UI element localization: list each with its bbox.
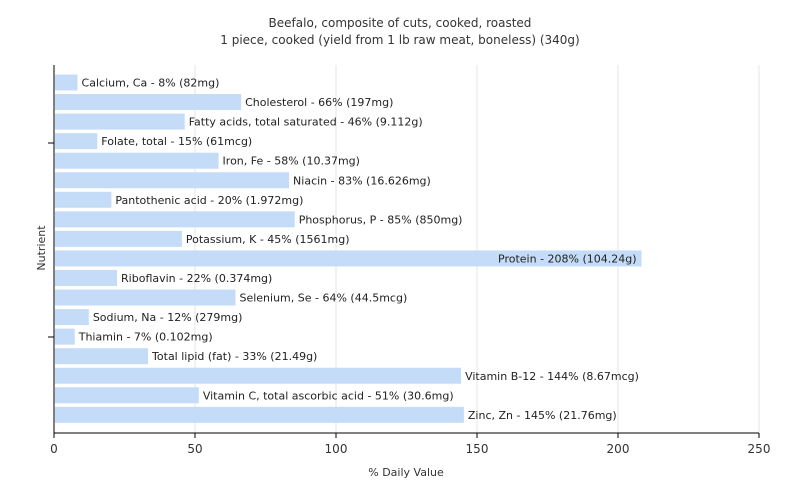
bar-label: Riboflavin - 22% (0.374mg) [121, 272, 272, 285]
x-tick-label: 200 [607, 442, 630, 456]
bar [55, 191, 112, 208]
bar-label: Selenium, Se - 64% (44.5mcg) [239, 292, 407, 305]
bar-label: Pantothenic acid - 20% (1.972mg) [115, 194, 303, 207]
bar [55, 328, 75, 345]
x-axis-label: % Daily Value [368, 466, 444, 479]
bar [55, 152, 219, 169]
bar [55, 348, 149, 365]
y-axis-label: Nutrient [35, 225, 48, 271]
bar-label: Vitamin C, total ascorbic acid - 51% (30… [203, 389, 454, 402]
bar-label: Sodium, Na - 12% (279mg) [93, 311, 243, 324]
bar-label: Thiamin - 7% (0.102mg) [78, 331, 213, 344]
axes: 0 50 100 150 200 250 [48, 65, 770, 456]
bars [55, 74, 642, 423]
x-tick-label: 50 [187, 442, 202, 456]
bar [55, 250, 642, 267]
bar [55, 133, 98, 150]
bar [55, 270, 118, 286]
bar-label: Phosphorus, P - 85% (850mg) [299, 213, 463, 226]
bar [55, 211, 295, 228]
bar-label: Cholesterol - 66% (197mg) [245, 96, 393, 109]
bar-label: Iron, Fe - 58% (10.37mg) [223, 155, 360, 168]
bar [55, 367, 462, 384]
bar [55, 309, 89, 326]
x-tick-label: 250 [748, 442, 771, 456]
bar-label: Fatty acids, total saturated - 46% (9.11… [189, 116, 423, 129]
x-tick-label: 150 [466, 442, 489, 456]
x-tick-label: 0 [50, 442, 58, 456]
bar [55, 387, 199, 404]
bar [55, 172, 290, 189]
bar [55, 113, 185, 130]
bar-label: Total lipid (fat) - 33% (21.49g) [151, 350, 317, 363]
bar [55, 230, 182, 247]
bar-labels: Calcium, Ca - 8% (82mg) Cholesterol - 66%… [78, 77, 639, 422]
bar-label: Calcium, Ca - 8% (82mg) [82, 77, 220, 90]
bar [55, 406, 464, 423]
bar-label: Protein - 208% (104.24g) [498, 252, 637, 265]
bar-label: Niacin - 83% (16.626mg) [293, 174, 431, 187]
bar-label: Potassium, K - 45% (1561mg) [186, 233, 350, 246]
bar-label: Folate, total - 15% (61mcg) [101, 135, 252, 148]
bar [55, 289, 236, 306]
x-tick-label: 100 [325, 442, 348, 456]
bar-label: Zinc, Zn - 145% (21.76mg) [468, 409, 617, 422]
chart-title: Beefalo, composite of cuts, cooked, roas… [269, 16, 532, 30]
bar [55, 74, 78, 91]
bar-label: Vitamin B-12 - 144% (8.67mcg) [465, 370, 639, 383]
chart-subtitle: 1 piece, cooked (yield from 1 lb raw mea… [220, 33, 579, 47]
bar [55, 94, 242, 111]
